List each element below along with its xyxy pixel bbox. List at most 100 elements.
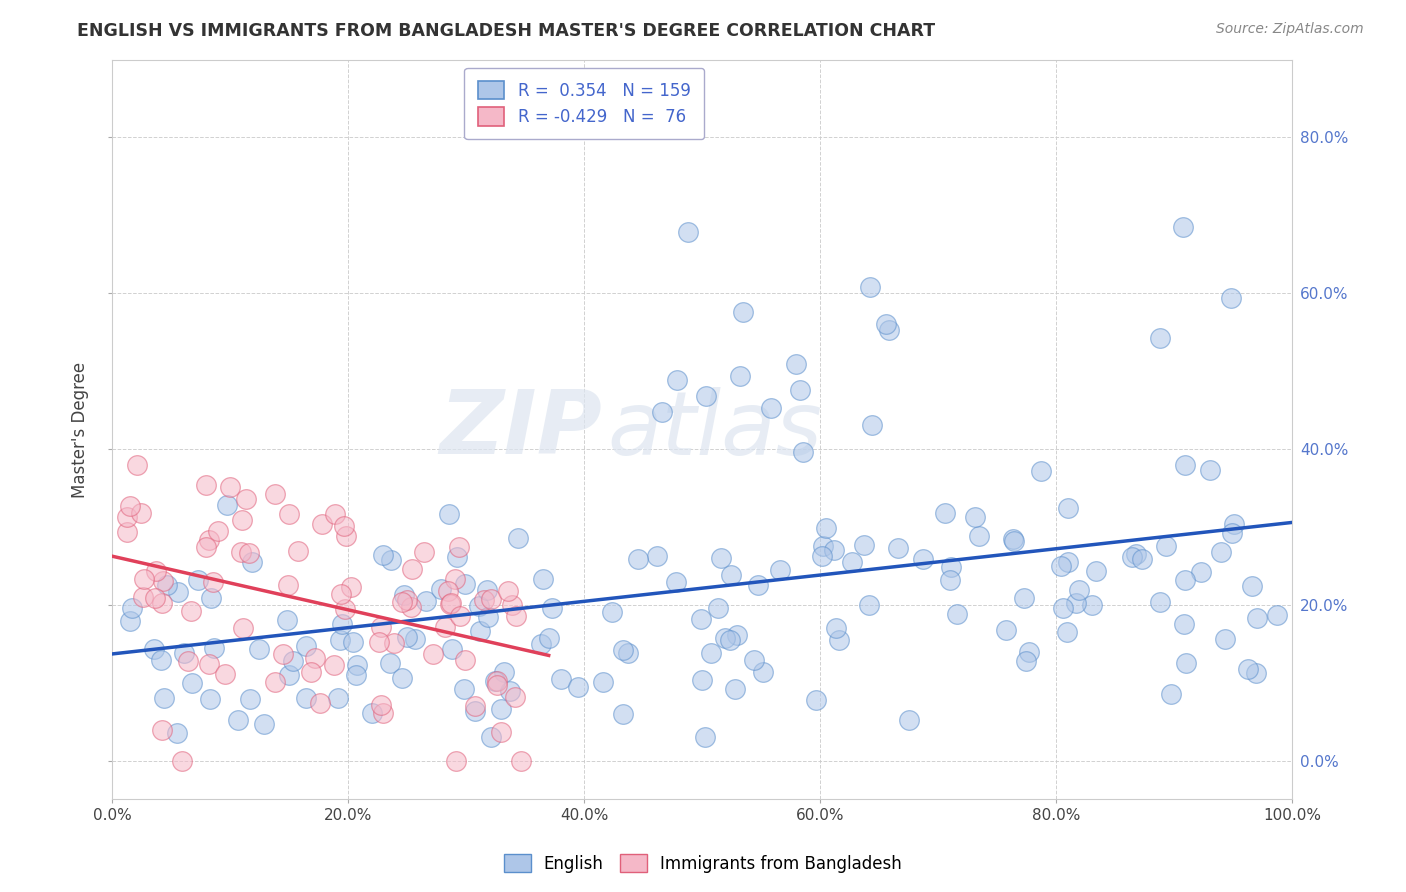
Point [125, 458, 148, 472]
Point [645, 549, 668, 564]
Point [733, 304, 755, 318]
Point [823, 543, 845, 558]
Point [277, 578, 299, 592]
Point [404, 632, 426, 647]
Point [742, 652, 765, 666]
Point [152, 574, 174, 589]
Point [676, 225, 699, 239]
Point [501, 599, 523, 613]
Point [1001, 532, 1024, 546]
Point [468, 599, 491, 614]
Point [391, 671, 413, 685]
Point [382, 636, 405, 650]
Point [187, 574, 209, 588]
Point [202, 640, 225, 655]
Point [231, 545, 253, 559]
Point [1237, 662, 1260, 676]
Point [479, 592, 502, 607]
Point [115, 509, 138, 524]
Point [120, 614, 142, 628]
Point [149, 653, 172, 667]
Point [720, 568, 742, 582]
Point [477, 609, 499, 624]
Point [299, 665, 322, 680]
Point [1066, 596, 1088, 610]
Point [627, 552, 650, 566]
Point [484, 674, 506, 689]
Point [142, 642, 165, 657]
Y-axis label: Master's Degree: Master's Degree [72, 361, 89, 498]
Point [1149, 595, 1171, 609]
Point [815, 521, 838, 535]
Point [825, 621, 848, 635]
Point [1246, 665, 1268, 680]
Point [1156, 539, 1178, 553]
Point [695, 389, 717, 403]
Point [858, 598, 880, 612]
Point [308, 696, 330, 710]
Point [439, 597, 461, 611]
Point [371, 706, 394, 720]
Point [253, 717, 276, 731]
Point [474, 592, 496, 607]
Point [1029, 464, 1052, 478]
Point [311, 517, 333, 532]
Point [444, 754, 467, 768]
Point [1240, 579, 1263, 593]
Point [395, 631, 418, 645]
Point [238, 546, 260, 560]
Point [153, 691, 176, 706]
Point [530, 637, 553, 651]
Point [437, 583, 460, 598]
Point [747, 578, 769, 592]
Point [335, 529, 357, 543]
Point [333, 519, 356, 533]
Point [600, 606, 623, 620]
Legend: R =  0.354   N = 159, R = -0.429   N =  76: R = 0.354 N = 159, R = -0.429 N = 76 [464, 68, 704, 139]
Point [177, 654, 200, 668]
Point [131, 590, 153, 604]
Point [247, 642, 270, 657]
Point [1223, 516, 1246, 531]
Point [785, 358, 807, 372]
Point [226, 713, 249, 727]
Point [651, 405, 673, 419]
Point [1085, 564, 1108, 578]
Point [1219, 291, 1241, 305]
Point [150, 596, 173, 610]
Point [700, 646, 723, 660]
Point [120, 500, 142, 514]
Point [328, 690, 350, 705]
Point [170, 754, 193, 768]
Point [541, 600, 564, 615]
Point [395, 593, 418, 607]
Point [207, 524, 229, 538]
Point [1149, 330, 1171, 344]
Point [430, 582, 453, 596]
Point [485, 673, 508, 688]
Point [235, 492, 257, 507]
Point [875, 317, 897, 331]
Point [666, 373, 689, 387]
Point [1130, 552, 1153, 566]
Point [370, 698, 392, 712]
Point [479, 730, 502, 744]
Point [1160, 687, 1182, 701]
Point [278, 508, 301, 522]
Point [860, 418, 883, 433]
Point [166, 726, 188, 740]
Point [1174, 458, 1197, 473]
Point [180, 604, 202, 618]
Point [346, 657, 368, 672]
Point [664, 575, 686, 590]
Point [804, 693, 827, 707]
Point [967, 529, 990, 543]
Point [496, 584, 519, 599]
Point [1057, 500, 1080, 515]
Point [145, 564, 167, 578]
Point [995, 623, 1018, 637]
Point [1002, 534, 1025, 549]
Point [464, 704, 486, 718]
Point [1211, 545, 1233, 559]
Point [329, 632, 352, 647]
